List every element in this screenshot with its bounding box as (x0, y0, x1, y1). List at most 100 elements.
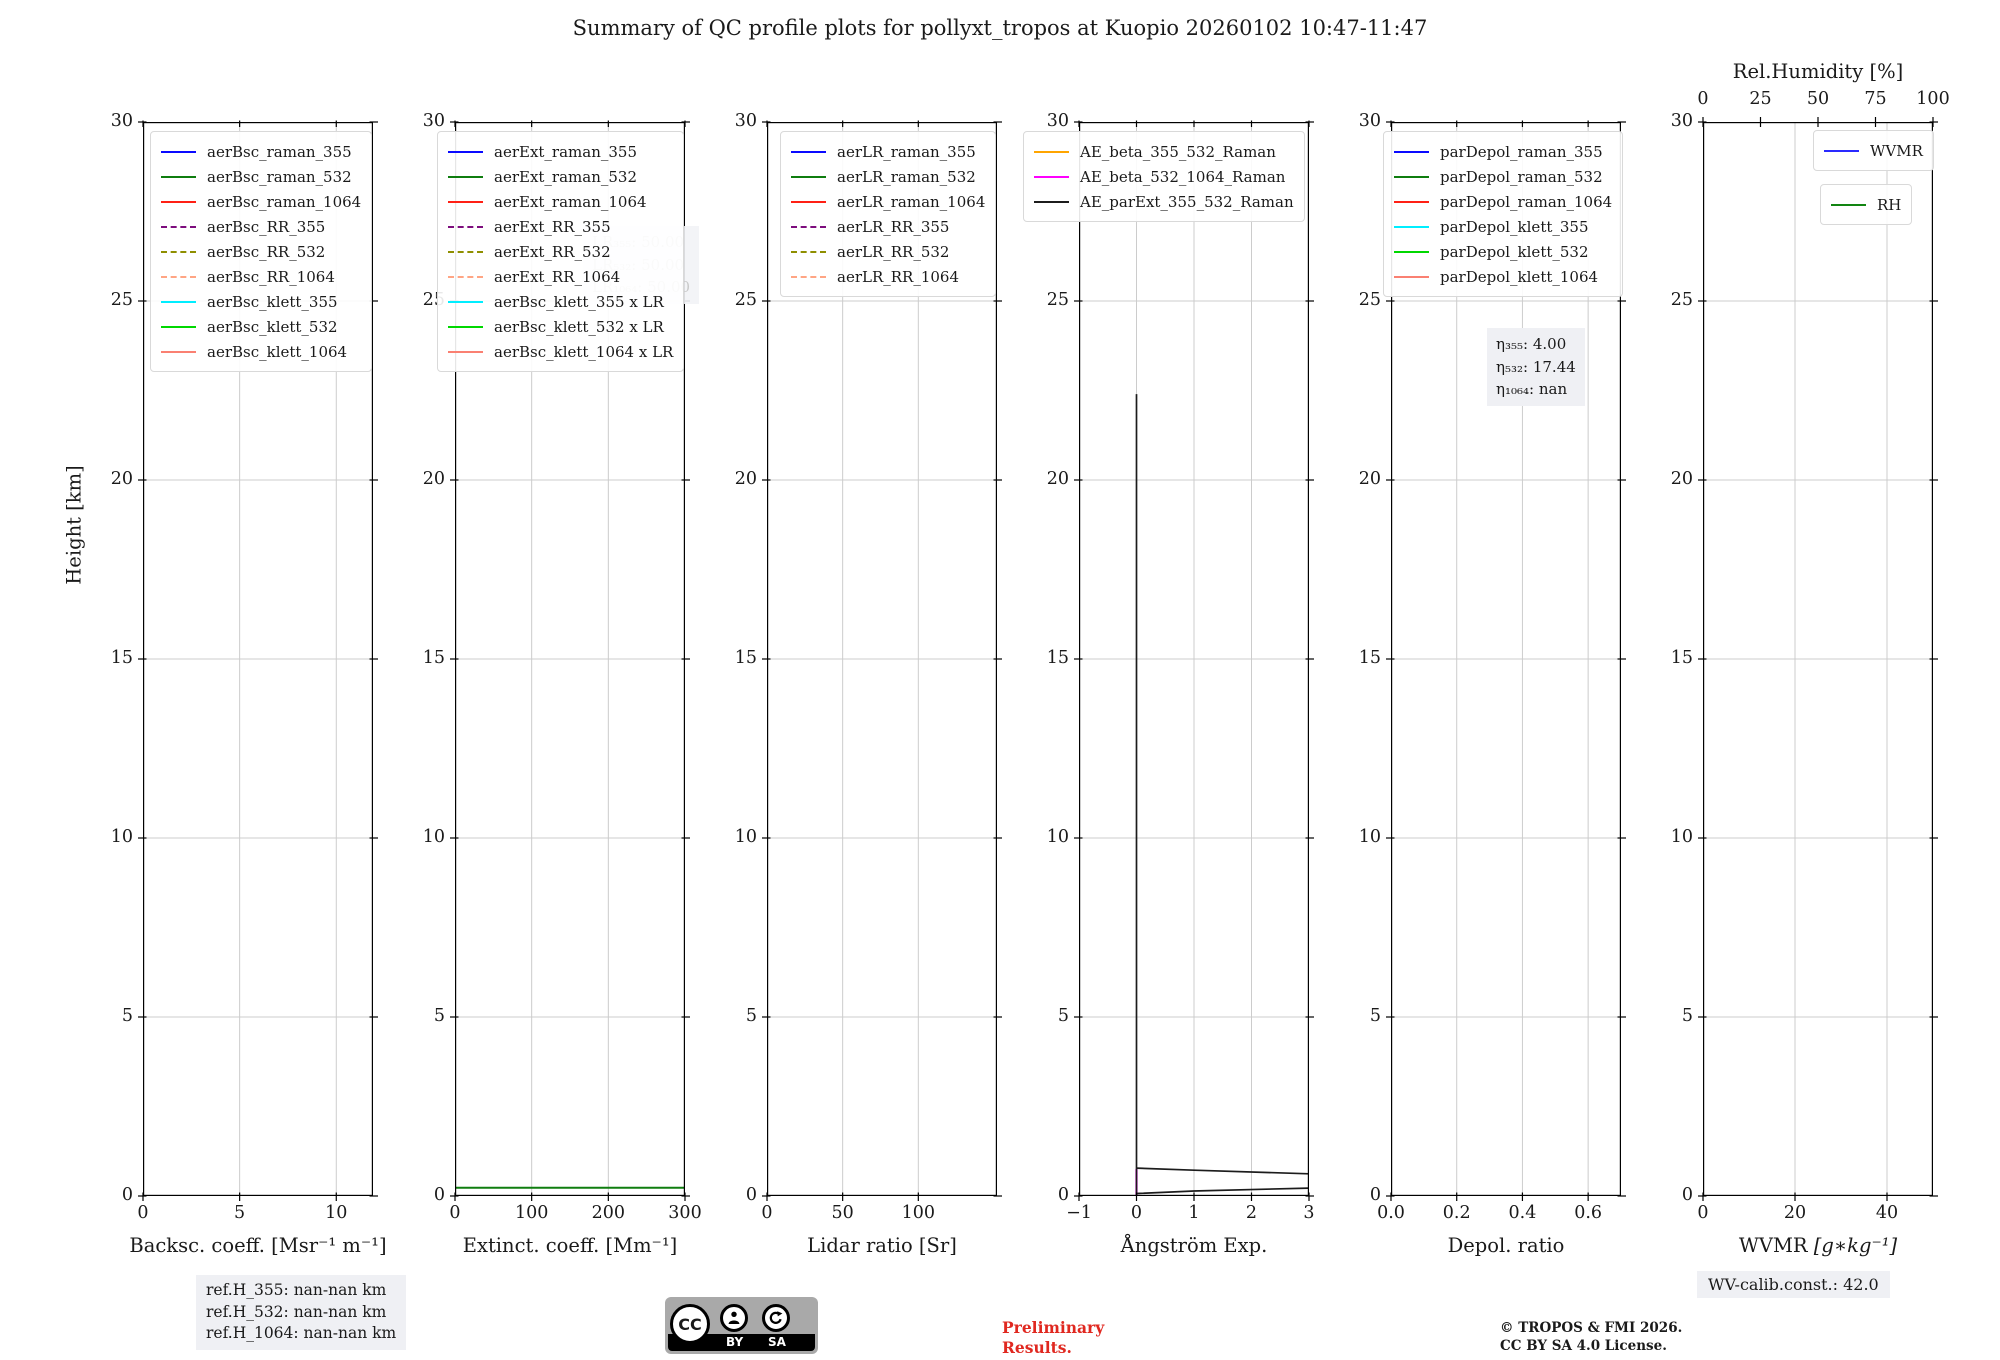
legend-entry-label: AE_beta_532_1064_Raman (1080, 167, 1286, 186)
y-tick-label: 15 (1670, 648, 1693, 668)
x-tick-label: 0.6 (1574, 1203, 1603, 1223)
x-tick-label: 0 (137, 1203, 149, 1223)
legend-entry: parDepol_raman_1064 (1394, 189, 1612, 214)
x-tick-label: 20 (1783, 1203, 1807, 1223)
annotation-line: η₃₅₅: 4.00 (1496, 335, 1567, 353)
legend-line-sample (1394, 175, 1429, 178)
x-axis-label-text: Depol. ratio (1447, 1234, 1565, 1257)
cc-logo-text: CC (678, 1314, 702, 1334)
legend-entry-label: RH (1877, 195, 1902, 214)
cc-logo-icon: CC (670, 1304, 710, 1344)
legend-entry-label: aerBsc_klett_532 x LR (494, 317, 664, 336)
y-tick-label: 10 (1670, 827, 1693, 847)
x-axis-label: WVMR [g∗kg⁻¹] (1658, 1234, 1978, 1257)
legend-line-sample (791, 200, 826, 203)
legend-entry-label: aerLR_raman_532 (837, 167, 976, 186)
legend-entry-label: parDepol_klett_532 (1440, 242, 1589, 261)
legend-line-sample (161, 275, 196, 278)
legend-entry: aerBsc_klett_532 x LR (448, 314, 673, 339)
plot-area-depolarization (1386, 120, 1626, 1201)
legend-entry-label: parDepol_raman_532 (1440, 167, 1603, 186)
cc-by-sa-badge: BY SA CC (665, 1297, 818, 1354)
legend-entry: aerExt_raman_1064 (448, 189, 673, 214)
x-axis-label-text: Lidar ratio [Sr] (807, 1234, 957, 1257)
legend-entry-label: aerLR_RR_532 (837, 242, 950, 261)
top-axis-tick-label: 50 (1806, 89, 1830, 109)
legend-entry-label: aerLR_RR_1064 (837, 267, 960, 286)
legend-entry-label: parDepol_klett_355 (1440, 217, 1589, 236)
copyright-line-1: © TROPOS & FMI 2026. (1500, 1320, 1683, 1336)
y-tick-label: 0 (121, 1185, 133, 1205)
y-tick-label: 15 (110, 648, 133, 668)
legend-entry: aerExt_RR_1064 (448, 264, 673, 289)
legend-entry: aerLR_RR_355 (791, 214, 985, 239)
legend-backscatter: aerBsc_raman_355 aerBsc_raman_532 aerBsc_r… (150, 131, 373, 372)
top-axis-label: Rel.Humidity [%] (1732, 60, 1904, 83)
panel-wvmr: 0 25 50 75 100 Rel.Humidity [%] 0 20 40 0 5 10 15 20 2… (1671, 60, 1950, 1257)
legend-entry-label: aerBsc_RR_1064 (207, 267, 335, 286)
panel-extinction: 0 100 200 300 0 5 10 15 20 25 30 Extinct. coeff. [M… (423, 111, 702, 1257)
y-tick-label: 30 (1358, 111, 1381, 131)
y-tick-label: 20 (734, 469, 757, 489)
y-tick-label: 25 (1046, 290, 1069, 310)
legend-entry: AE_beta_532_1064_Raman (1034, 164, 1294, 189)
x-tick-label: 0 (1697, 1203, 1709, 1223)
legend-entry-label: parDepol_klett_1064 (1440, 267, 1599, 286)
x-tick-label: 0.2 (1442, 1203, 1471, 1223)
plot-area-lidar-ratio (762, 120, 1002, 1201)
x-tick-label: 0 (1130, 1203, 1143, 1223)
series-line-AE_parExt_355_532_Raman upper branch (1136, 1167, 1310, 1175)
legend-line-sample (1824, 149, 1859, 152)
legend-depolarization: parDepol_raman_355 parDepol_raman_532 parD… (1383, 131, 1624, 297)
legend-entry: aerExt_RR_355 (448, 214, 673, 239)
y-tick-label: 30 (1670, 111, 1693, 131)
legend-line-sample (1394, 225, 1429, 228)
y-tick-label: 10 (110, 827, 133, 847)
cc-attribution-person-icon (720, 1304, 748, 1332)
legend-entry: aerBsc_klett_1064 x LR (448, 339, 673, 364)
preliminary-results-note: Preliminary Results. (1002, 1318, 1104, 1358)
legend-line-sample (1034, 150, 1069, 153)
legend-line-sample (448, 150, 483, 153)
copyright-note: © TROPOS & FMI 2026. CC BY SA 4.0 Licens… (1500, 1320, 1682, 1355)
y-tick-label: 10 (734, 827, 757, 847)
y-tick-label: 30 (110, 111, 133, 131)
legend-entry: aerExt_RR_532 (448, 239, 673, 264)
legend-line-sample (448, 275, 483, 278)
legend-line-sample (791, 225, 826, 228)
legend-line-sample (161, 175, 196, 178)
y-tick-label: 0 (1681, 1185, 1693, 1205)
ref-height-annotation: ref.H_355: nan-nan km ref.H_532: nan-nan… (196, 1275, 407, 1351)
legend-line-sample (1394, 200, 1429, 203)
legend-line-sample (791, 175, 826, 178)
legend-entry: aerBsc_RR_1064 (161, 264, 361, 289)
x-axis-label: Lidar ratio [Sr] (722, 1234, 1042, 1257)
preliminary-line-1: Preliminary (1002, 1318, 1105, 1337)
series-line-AE_parExt_355_532_Raman lower branch (1136, 1187, 1310, 1195)
legend-entry-label: aerBsc_RR_532 (207, 242, 326, 261)
legend-wvmr: WVMR (1813, 130, 1934, 171)
legend-line-sample (791, 250, 826, 253)
y-tick-label: 25 (1358, 290, 1381, 310)
legend-entry: aerBsc_raman_532 (161, 164, 361, 189)
x-tick-label: 5 (234, 1203, 246, 1223)
y-tick-label: 25 (110, 290, 133, 310)
legend-entry: aerBsc_raman_355 (161, 139, 361, 164)
top-axis-tick-label: 0 (1697, 89, 1709, 109)
x-axis-label-text: Backsc. coeff. [Msr⁻¹ m⁻¹] (129, 1234, 387, 1257)
plot-area-wvmr (1698, 117, 1938, 1201)
legend-entry-label: aerBsc_klett_532 (207, 317, 338, 336)
legend-entry: parDepol_klett_1064 (1394, 264, 1612, 289)
x-tick-label: 2 (1245, 1203, 1258, 1223)
x-tick-label: 0.0 (1377, 1203, 1405, 1223)
legend-line-sample (448, 350, 483, 353)
x-axis-label: Extinct. coeff. [Mm⁻¹] (410, 1234, 730, 1257)
y-tick-label: 15 (734, 648, 757, 668)
y-tick-label: 5 (1057, 1006, 1069, 1026)
legend-line-sample (791, 150, 826, 153)
legend-line-sample (1394, 275, 1429, 278)
legend-wvmr: RH (1820, 184, 1913, 225)
legend-entry: parDepol_raman_532 (1394, 164, 1612, 189)
legend-entry-label: aerBsc_raman_355 (207, 142, 352, 161)
